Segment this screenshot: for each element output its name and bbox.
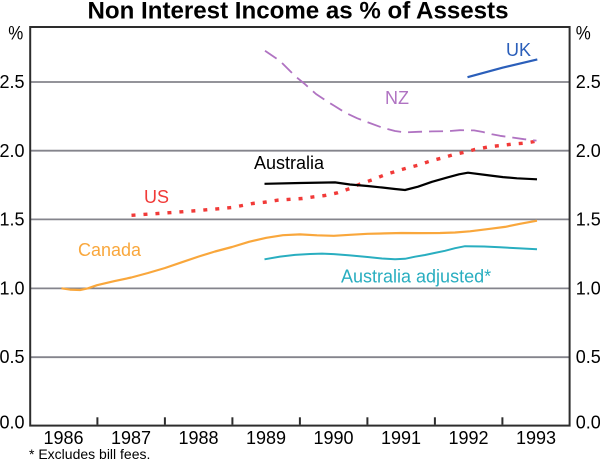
svg-text:Canada: Canada [78, 240, 142, 260]
svg-text:US: US [144, 187, 169, 207]
svg-text:0.5: 0.5 [0, 347, 25, 367]
svg-text:1.5: 1.5 [576, 210, 600, 230]
svg-text:2.0: 2.0 [576, 141, 600, 161]
svg-text:NZ: NZ [385, 88, 409, 108]
svg-text:1991: 1991 [381, 428, 421, 448]
svg-text:2.0: 2.0 [0, 141, 25, 161]
svg-text:1993: 1993 [516, 428, 556, 448]
svg-text:1992: 1992 [448, 428, 488, 448]
svg-text:1986: 1986 [43, 428, 83, 448]
svg-text:0.0: 0.0 [0, 413, 25, 433]
svg-text:2.5: 2.5 [0, 72, 25, 92]
svg-text:0.5: 0.5 [576, 347, 600, 367]
svg-text:Australia adjusted*: Australia adjusted* [341, 267, 491, 287]
svg-text:1.0: 1.0 [0, 278, 25, 298]
svg-text:Australia: Australia [254, 153, 325, 173]
svg-text:UK: UK [506, 40, 531, 60]
svg-text:1987: 1987 [111, 428, 151, 448]
svg-text:%: % [576, 23, 591, 45]
svg-text:1.5: 1.5 [0, 210, 25, 230]
svg-text:%: % [8, 23, 23, 45]
svg-text:* Excludes bill fees.: * Excludes bill fees. [29, 446, 150, 461]
svg-text:1990: 1990 [313, 428, 353, 448]
svg-text:1989: 1989 [246, 428, 286, 448]
svg-text:1988: 1988 [178, 428, 218, 448]
svg-text:2.5: 2.5 [576, 72, 600, 92]
svg-text:1.0: 1.0 [576, 278, 600, 298]
svg-text:0.0: 0.0 [576, 413, 600, 433]
svg-text:Non Interest Income as % of As: Non Interest Income as % of Assests [88, 0, 509, 25]
